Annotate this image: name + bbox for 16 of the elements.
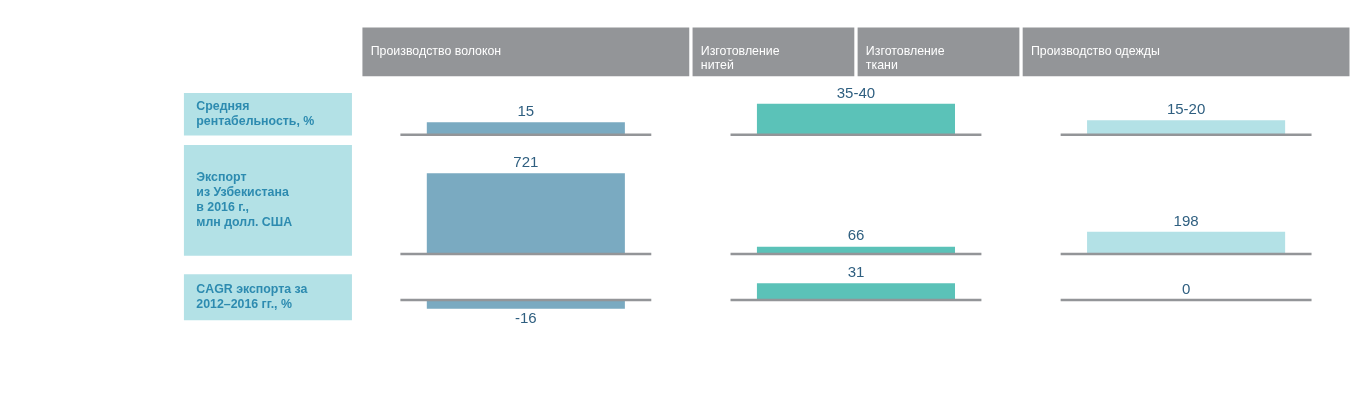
text: Производство волокон bbox=[370, 43, 502, 58]
text: Изготовление ткани bbox=[865, 43, 945, 73]
text: CAGR экспорта за 2012–2016 гг., % bbox=[196, 282, 308, 312]
data-label: -16 bbox=[514, 308, 537, 326]
data-label: 198 bbox=[1173, 211, 1199, 229]
data-label: 15 bbox=[517, 102, 535, 120]
text: Изготовление нитей bbox=[700, 43, 780, 73]
data-label: 66 bbox=[847, 226, 865, 244]
data-label: 31 bbox=[847, 262, 865, 280]
text: Экспорт из Узбекистана в 2016 г., млн долл. США bbox=[196, 170, 293, 230]
data-label: 35-40 bbox=[836, 83, 876, 101]
text: Производство одежды bbox=[1030, 43, 1160, 58]
data-label: 721 bbox=[513, 153, 539, 171]
data-label: 15-20 bbox=[1166, 100, 1206, 118]
text: Средняя рентабельность, % bbox=[196, 99, 315, 129]
data-label: 0 bbox=[1181, 279, 1191, 297]
